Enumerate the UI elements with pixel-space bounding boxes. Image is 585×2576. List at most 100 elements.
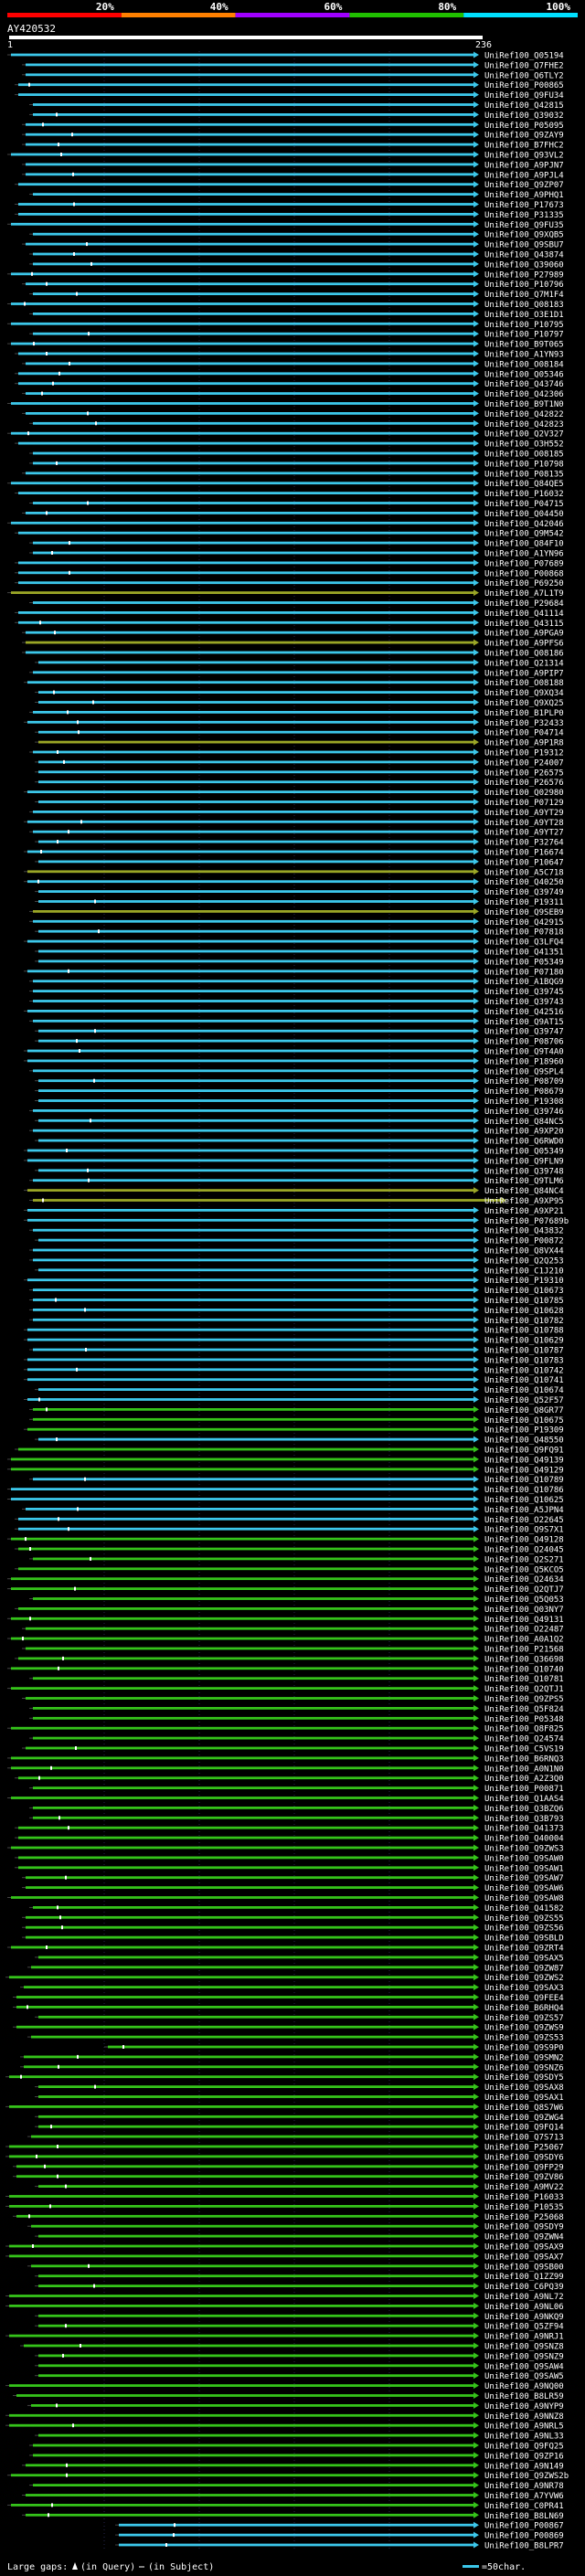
gap-marker: [40, 850, 42, 853]
hit-label: UniRef100_Q9ZAY9: [484, 132, 564, 141]
hit-arrow: [473, 340, 479, 347]
hit-arrow: [473, 2492, 479, 2498]
gap-marker: [58, 1816, 60, 1820]
hit-arrow: [473, 400, 479, 407]
hit-arrow: [473, 2452, 479, 2459]
hit-arrow: [473, 141, 479, 148]
hit-row: UniRef100_Q9SAW6: [22, 1884, 564, 1893]
hit-arrow: [473, 968, 479, 975]
hit-arrow: [473, 1246, 479, 1254]
hit-bar: [38, 959, 473, 963]
hit-row: UniRef100_P21568: [22, 1645, 564, 1655]
hit-label: UniRef100_P00865: [484, 81, 564, 90]
hit-label: UniRef100_Q39746: [484, 1108, 564, 1117]
hit-label: UniRef100_A5C718: [484, 868, 564, 877]
hit-label: UniRef100_O22645: [484, 1516, 564, 1525]
hit-row: UniRef100_Q10741: [24, 1376, 564, 1385]
hit-row: UniRef100_Q84NC5: [35, 1117, 564, 1127]
hit-arrow: [473, 2212, 479, 2220]
hit-bar: [11, 1766, 473, 1770]
hit-label: UniRef100_P08709: [484, 1077, 564, 1087]
hit-arrow: [473, 350, 479, 357]
hit-row: UniRef100_A9P1R8: [35, 738, 564, 748]
gap-marker: [90, 1556, 91, 1561]
hit-label: UniRef100_A7YVW6: [484, 2492, 564, 2501]
hit-arrow: [473, 1994, 479, 2000]
hit-label: UniRef100_Q9SEB9: [484, 908, 564, 917]
gap-marker: [80, 2344, 81, 2348]
hit-label: UniRef100_Q1AAS4: [484, 1795, 564, 1804]
hit-label: UniRef100_Q9SAW6: [484, 1884, 564, 1893]
hit-bar: [18, 611, 473, 614]
hit-row: UniRef100_Q9SDY6: [5, 2153, 564, 2162]
hit-arrow: [473, 191, 479, 198]
gap-marker: [73, 252, 75, 256]
gap-marker: [46, 352, 48, 355]
hit-label: UniRef100_A9PIP7: [484, 669, 564, 678]
hit-row: UniRef100_Q9ZPS5: [22, 1695, 564, 1704]
hit-row: UniRef100_Q9ZS57: [35, 2013, 564, 2023]
hit-arrow: [473, 151, 479, 158]
hit-label: UniRef100_A9N149: [484, 2462, 564, 2471]
hit-bar: [9, 2423, 473, 2427]
gap-marker: [94, 2084, 96, 2089]
hit-row: UniRef100_A9NKQ9: [35, 2312, 564, 2322]
hit-row: UniRef100_Q8F825: [7, 1724, 564, 1734]
hit-row: UniRef100_A9NRL5: [5, 2422, 564, 2432]
hit-label: UniRef100_P08679: [484, 1087, 564, 1097]
hit-arrow: [473, 270, 479, 278]
gap-marker: [68, 1527, 69, 1532]
hit-arrow: [473, 2382, 479, 2390]
hit-arrow: [473, 2501, 479, 2508]
hit-row: UniRef100_C1J210: [35, 1267, 564, 1276]
hit-arrow: [473, 1814, 479, 1821]
hit-row: UniRef100_Q9XQB5: [29, 230, 564, 240]
hit-arrow: [473, 291, 479, 298]
hit-row: UniRef100_Q21314: [35, 659, 564, 668]
hit-bar: [38, 760, 473, 764]
hit-row: UniRef100_P16674: [24, 848, 564, 858]
hit-bar: [33, 313, 473, 315]
hit-bar: [11, 2474, 473, 2477]
hit-label: UniRef100_Q9SMN2: [484, 2053, 564, 2062]
hit-arrow: [473, 460, 479, 467]
hit-bar: [31, 2404, 473, 2407]
hit-bar: [11, 402, 473, 405]
gap-marker: [55, 1298, 57, 1302]
hit-bar: [26, 392, 473, 395]
scale-segment: [121, 13, 236, 17]
hit-arrow: [473, 2283, 479, 2290]
hit-arrow: [473, 2372, 479, 2380]
hit-bar: [33, 1807, 473, 1809]
hit-label: UniRef100_P18960: [484, 1057, 564, 1066]
hit-label: UniRef100_P00871: [484, 1785, 564, 1794]
gap-marker: [84, 1308, 86, 1312]
hit-row: UniRef100_Q9SAW5: [35, 2372, 564, 2381]
hit-label: UniRef100_Q9FQ91: [484, 1447, 564, 1456]
gap-marker: [38, 1397, 40, 1402]
hit-bar: [33, 232, 473, 236]
hit-label: UniRef100_Q6TLY2: [484, 71, 564, 80]
hit-arrow: [473, 559, 479, 567]
gap-marker: [67, 710, 69, 715]
hit-label: UniRef100_Q9TLM6: [484, 1177, 564, 1186]
hit-label: UniRef100_Q9S7X1: [484, 1526, 564, 1535]
hit-label: UniRef100_Q42915: [484, 918, 564, 928]
hit-label: UniRef100_Q1ZZ99: [484, 2273, 564, 2282]
hit-bar: [11, 153, 473, 156]
hit-label: UniRef100_Q9SDY9: [484, 2223, 564, 2232]
hit-label: UniRef100_Q04450: [484, 510, 564, 519]
hit-arrow: [473, 728, 479, 736]
hit-bar: [33, 541, 473, 545]
hit-bar: [11, 1498, 473, 1500]
hit-row: UniRef100_C5VS19: [22, 1744, 564, 1754]
hit-label: UniRef100_Q9SBU7: [484, 241, 564, 250]
hit-arrow: [473, 1854, 479, 1861]
hit-bar: [33, 910, 473, 913]
hit-bar: [16, 2165, 473, 2168]
gap-marker: [56, 2403, 58, 2408]
gap-marker: [54, 631, 56, 635]
gap-marker: [61, 1925, 63, 1930]
hit-label: UniRef100_P10797: [484, 331, 564, 340]
hit-bar: [38, 661, 473, 664]
